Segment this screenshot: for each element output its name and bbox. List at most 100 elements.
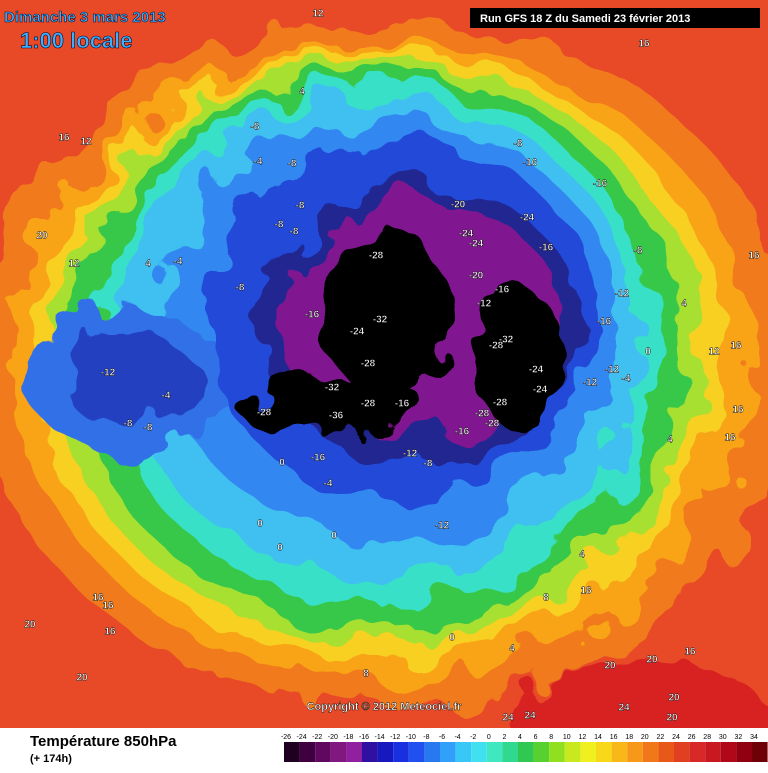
contour-label: 4 xyxy=(681,299,687,310)
contour-label: -16 xyxy=(305,310,320,321)
scale-swatch xyxy=(393,742,409,762)
contour-label: -24 xyxy=(350,327,365,338)
contour-label: -8 xyxy=(634,246,643,257)
scale-swatch xyxy=(518,742,534,762)
scale-label: 20 xyxy=(641,734,649,741)
scale-swatch xyxy=(752,742,768,762)
contour-label: -8 xyxy=(296,201,305,212)
contour-label: -4 xyxy=(622,374,631,385)
scale-label: 12 xyxy=(579,734,587,741)
scale-swatch xyxy=(408,742,425,762)
contour-label: 0 xyxy=(277,543,283,554)
contour-label: -4 xyxy=(162,391,171,402)
run-info: Run GFS 18 Z du Samedi 23 février 2013 xyxy=(480,13,690,25)
scale-label: 18 xyxy=(625,734,633,741)
date: Dimanche 3 mars 2013 xyxy=(4,9,166,26)
copyright: Copyright © 2012 Meteociel.fr xyxy=(307,701,463,713)
local-time: 1:00 locale xyxy=(20,28,133,53)
contour-label: -24 xyxy=(533,385,548,396)
field-name: Température 850hPa xyxy=(30,733,177,750)
scale-swatch xyxy=(627,742,643,762)
contour-label: -28 xyxy=(489,341,504,352)
scale-swatch xyxy=(689,742,706,762)
scale-swatch xyxy=(674,742,690,762)
contour-label: 16 xyxy=(58,133,70,144)
scale-label: -20 xyxy=(328,734,338,741)
scale-label: 2 xyxy=(502,734,506,741)
contour-label: 16 xyxy=(580,586,592,597)
contour-label: -28 xyxy=(257,408,272,419)
contour-label: -16 xyxy=(539,243,554,254)
contour-label: 16 xyxy=(730,341,742,352)
scale-label: 10 xyxy=(563,734,571,741)
scale-swatch xyxy=(330,742,347,762)
contour-label: 4 xyxy=(509,644,515,655)
contour-label: -16 xyxy=(523,158,538,169)
contour-label: -12 xyxy=(435,521,450,532)
contour-label: 0 xyxy=(449,633,455,644)
contour-label: -8 xyxy=(275,220,284,231)
contour-label: -16 xyxy=(395,399,410,410)
contour-label: 16 xyxy=(638,39,650,50)
scale-label: 28 xyxy=(703,734,711,741)
contour-label: -24 xyxy=(459,229,474,240)
scale-label: 26 xyxy=(688,734,696,741)
contour-label: 20 xyxy=(36,231,48,242)
scale-swatch xyxy=(596,742,612,762)
scale-swatch xyxy=(471,742,487,762)
contour-label: 4 xyxy=(299,87,305,98)
scale-swatch xyxy=(440,742,456,762)
contour-label: 20 xyxy=(646,655,658,666)
scale-label: -8 xyxy=(423,734,429,741)
scale-swatch xyxy=(705,742,721,762)
scale-label: -26 xyxy=(281,734,291,741)
contour-label: -16 xyxy=(597,317,612,328)
contour-label: -20 xyxy=(451,200,466,211)
contour-label: -16 xyxy=(455,427,470,438)
contour-label: -16 xyxy=(495,285,510,296)
scale-swatch xyxy=(720,742,737,762)
contour-label: -32 xyxy=(373,315,388,326)
contour-label: 20 xyxy=(604,661,616,672)
contour-label: -36 xyxy=(329,411,344,422)
scale-swatch xyxy=(580,742,596,762)
scale-label: -18 xyxy=(343,734,353,741)
contour-label: 0 xyxy=(257,519,263,530)
contour-label: 0 xyxy=(645,347,651,358)
scale-label: -6 xyxy=(439,734,445,741)
scale-swatch xyxy=(362,742,378,762)
scale-swatch xyxy=(533,742,550,762)
contour-label: -12 xyxy=(583,378,598,389)
scale-label: -22 xyxy=(312,734,322,741)
contour-label: -32 xyxy=(499,335,514,346)
contour-label: 16 xyxy=(102,601,114,612)
contour-label: 24 xyxy=(502,713,514,724)
contour-label: -28 xyxy=(493,398,508,409)
scale-label: 24 xyxy=(672,734,680,741)
scale-swatch xyxy=(346,742,362,762)
contour-label: 12 xyxy=(68,259,80,270)
contour-label: -4 xyxy=(324,479,333,490)
run-box xyxy=(470,8,760,28)
contour-label: -28 xyxy=(361,399,376,410)
scale-label: 34 xyxy=(750,734,758,741)
contour-label: 20 xyxy=(76,673,88,684)
contour-label: 12 xyxy=(708,347,720,358)
scale-label: 0 xyxy=(487,734,491,741)
contour-label: -8 xyxy=(144,423,153,434)
contour-label: 0 xyxy=(331,531,337,542)
scale-label: 22 xyxy=(657,734,665,741)
scale-swatch xyxy=(642,742,659,762)
contour-label: 8 xyxy=(363,669,369,680)
scale-swatch xyxy=(736,742,752,762)
scale-swatch xyxy=(424,742,440,762)
contour-label: 16 xyxy=(748,251,760,262)
scale-label: 32 xyxy=(735,734,743,741)
contour-label: 16 xyxy=(684,647,696,658)
contour-label: 0 xyxy=(279,458,285,469)
scale-label: 6 xyxy=(534,734,538,741)
scale-label: -10 xyxy=(406,734,416,741)
scale-label: -4 xyxy=(454,734,460,741)
contour-label: -8 xyxy=(236,283,245,294)
